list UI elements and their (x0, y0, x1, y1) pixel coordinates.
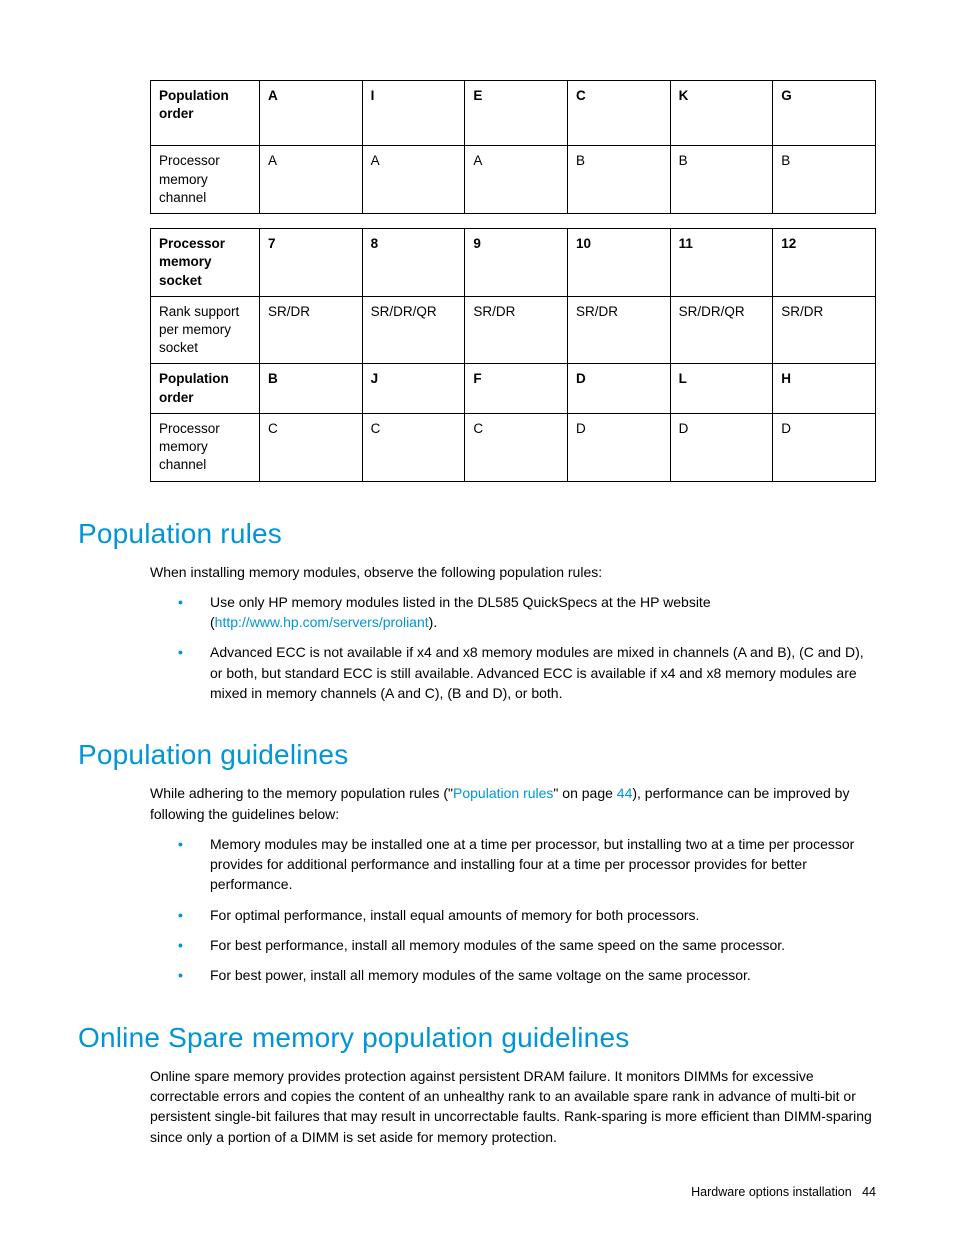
list-item: For best power, install all memory modul… (78, 965, 876, 985)
cell: 8 (362, 229, 465, 297)
table-row: Population order B J F D L H (151, 364, 876, 413)
cell: A (465, 146, 568, 214)
footer-label: Hardware options installation (691, 1185, 852, 1199)
table-row: Rank support per memory socket SR/DR SR/… (151, 296, 876, 364)
cell: C (362, 413, 465, 481)
cell: B (260, 364, 363, 413)
list-item: For optimal performance, install equal a… (78, 905, 876, 925)
list-text: ). (429, 614, 438, 630)
cell: I (362, 81, 465, 146)
cell: L (670, 364, 773, 413)
text: " on page (553, 785, 616, 801)
cell: SR/DR (567, 296, 670, 364)
cell: 9 (465, 229, 568, 297)
cell: A (260, 146, 363, 214)
list-item: Advanced ECC is not available if x4 and … (78, 642, 876, 703)
list-item: Memory modules may be installed one at a… (78, 834, 876, 895)
heading-online-spare: Online Spare memory population guideline… (78, 1022, 876, 1054)
table-bottom: Processor memory socket 7 8 9 10 11 12 R… (150, 228, 876, 481)
cell: 12 (773, 229, 876, 297)
document-page: Population order A I E C K G Processor m… (0, 0, 954, 1235)
cell: C (567, 81, 670, 146)
cell: 7 (260, 229, 363, 297)
cell-rowhead: Population order (151, 364, 260, 413)
cell: B (773, 146, 876, 214)
cell: C (465, 413, 568, 481)
guidelines-intro: While adhering to the memory population … (150, 783, 876, 824)
cell-rowhead: Processor memory channel (151, 146, 260, 214)
cell: SR/DR/QR (362, 296, 465, 364)
cell: D (773, 413, 876, 481)
rules-intro: When installing memory modules, observe … (150, 562, 876, 582)
cell: 10 (567, 229, 670, 297)
cell: SR/DR (260, 296, 363, 364)
cell: SR/DR/QR (670, 296, 773, 364)
cell: C (260, 413, 363, 481)
table-top: Population order A I E C K G Processor m… (150, 80, 876, 214)
table-row: Processor memory channel A A A B B B (151, 146, 876, 214)
cell: E (465, 81, 568, 146)
cell: D (567, 413, 670, 481)
guidelines-list: Memory modules may be installed one at a… (78, 834, 876, 986)
cell: A (260, 81, 363, 146)
cell-rowhead: Population order (151, 81, 260, 146)
list-item: Use only HP memory modules listed in the… (78, 592, 876, 633)
footer-page-number: 44 (862, 1185, 876, 1199)
cell: G (773, 81, 876, 146)
cell: A (362, 146, 465, 214)
cell: SR/DR (465, 296, 568, 364)
tables-container: Population order A I E C K G Processor m… (150, 80, 876, 482)
cell: B (567, 146, 670, 214)
list-item: For best performance, install all memory… (78, 935, 876, 955)
cross-ref-link[interactable]: Population rules (453, 785, 553, 801)
cell-rowhead: Processor memory socket (151, 229, 260, 297)
heading-population-guidelines: Population guidelines (78, 739, 876, 771)
cell: K (670, 81, 773, 146)
heading-population-rules: Population rules (78, 518, 876, 550)
cell: D (670, 413, 773, 481)
cell-rowhead: Processor memory channel (151, 413, 260, 481)
text: While adhering to the memory population … (150, 785, 453, 801)
cell: B (670, 146, 773, 214)
page-footer: Hardware options installation 44 (691, 1185, 876, 1199)
cell-rowhead: Rank support per memory socket (151, 296, 260, 364)
cell: F (465, 364, 568, 413)
external-link[interactable]: http://www.hp.com/servers/proliant (215, 614, 429, 630)
page-ref-link[interactable]: 44 (617, 785, 633, 801)
table-row: Processor memory socket 7 8 9 10 11 12 (151, 229, 876, 297)
cell: 11 (670, 229, 773, 297)
table-row: Processor memory channel C C C D D D (151, 413, 876, 481)
cell: D (567, 364, 670, 413)
rules-list: Use only HP memory modules listed in the… (78, 592, 876, 703)
cell: SR/DR (773, 296, 876, 364)
spare-body: Online spare memory provides protection … (150, 1066, 876, 1147)
cell: H (773, 364, 876, 413)
table-row: Population order A I E C K G (151, 81, 876, 146)
cell: J (362, 364, 465, 413)
